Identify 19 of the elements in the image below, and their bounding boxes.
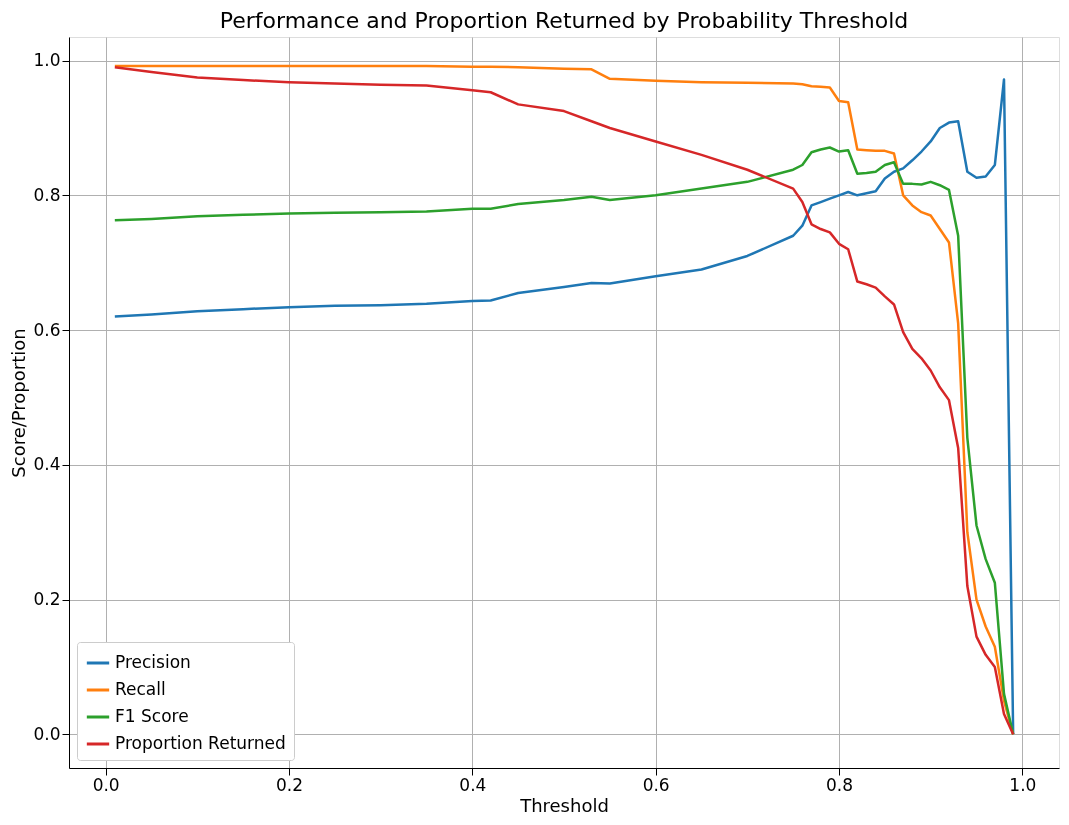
legend-label: Precision <box>115 652 191 672</box>
x-tick-label: 0.6 <box>642 774 670 795</box>
x-tick-label: 0.8 <box>825 774 854 795</box>
x-tick-label: 0.0 <box>92 774 120 795</box>
y-tick-label: 0.2 <box>33 589 61 610</box>
y-axis-title: Score/Proportion <box>8 328 30 478</box>
legend-label: Recall <box>115 679 166 699</box>
x-tick-label: 1.0 <box>1009 774 1037 795</box>
y-tick-label: 0.8 <box>33 184 61 205</box>
x-tick-label: 0.2 <box>275 774 304 795</box>
y-tick-label: 0.0 <box>33 723 61 744</box>
chart-title: Performance and Proportion Returned by Probability Threshold <box>219 8 909 33</box>
legend-label: F1 Score <box>115 706 189 726</box>
y-tick-label: 0.6 <box>33 319 61 340</box>
y-tick-label: 0.4 <box>33 454 61 475</box>
legend-label: Proportion Returned <box>115 733 286 753</box>
y-tick-label: 1.0 <box>33 50 61 71</box>
x-tick-label: 0.4 <box>459 774 487 795</box>
x-axis-title: Threshold <box>519 794 609 816</box>
